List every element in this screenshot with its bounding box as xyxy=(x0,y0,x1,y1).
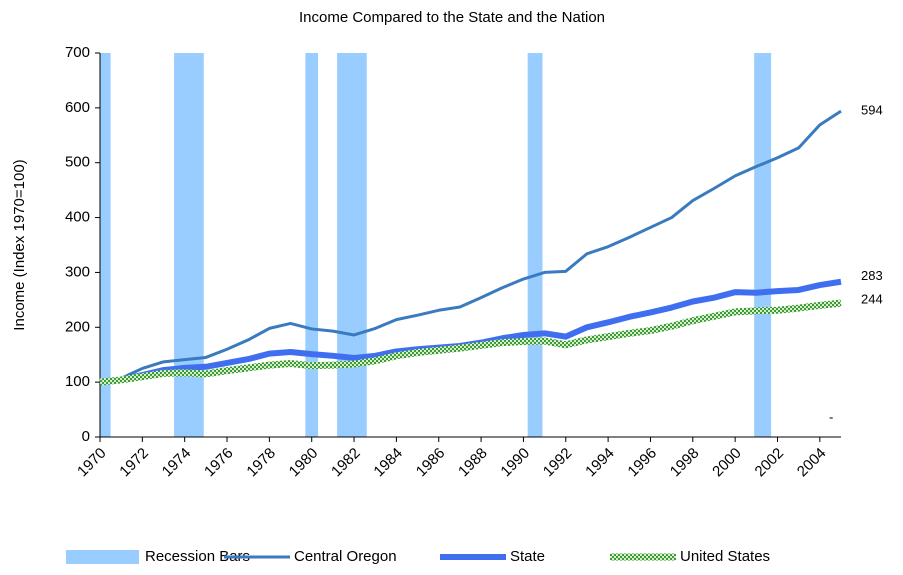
y-axis-label: Income (Index 1970=100) xyxy=(11,159,28,330)
recession-bar xyxy=(337,53,367,437)
x-tick-label: 2000 xyxy=(709,445,745,481)
line-1 xyxy=(99,278,842,386)
x-tick-label: 1970 xyxy=(74,445,110,481)
x-tick-label: 1986 xyxy=(413,445,449,481)
x-tick-label: 1984 xyxy=(370,445,406,481)
recession-bar xyxy=(754,53,772,437)
line-0 xyxy=(99,109,842,384)
x-tick-label: 1988 xyxy=(455,445,491,481)
recession-bar xyxy=(305,53,319,437)
x-tick-label: 1998 xyxy=(667,445,703,481)
x-tick-label: 1980 xyxy=(286,445,322,481)
end-label: 594 xyxy=(861,103,883,118)
y-tick-label: 200 xyxy=(65,318,90,335)
line-2 xyxy=(99,299,842,386)
y-tick-label: 100 xyxy=(65,373,90,390)
recession-bar xyxy=(527,53,543,437)
y-tick-label: 400 xyxy=(65,209,90,226)
x-tick-label: 1972 xyxy=(116,445,152,481)
x-tick-label: 1978 xyxy=(243,445,279,481)
x-tick-label: 1990 xyxy=(497,445,533,481)
legend-label: Recession Bars xyxy=(145,548,250,565)
y-tick-label: 600 xyxy=(65,99,90,116)
chart-title: Income Compared to the State and the Nat… xyxy=(299,9,605,26)
y-tick-label: 700 xyxy=(65,44,90,61)
x-tick-label: 1996 xyxy=(624,445,660,481)
y-tick-label: 300 xyxy=(65,263,90,280)
recession-bar xyxy=(100,53,111,437)
legend-label: State xyxy=(510,548,545,565)
x-tick-label: 1976 xyxy=(201,445,237,481)
recession-bar xyxy=(174,53,204,437)
legend-label: Central Oregon xyxy=(294,548,397,565)
x-tick-label: 2004 xyxy=(794,445,830,481)
x-tick-label: 1994 xyxy=(582,445,618,481)
legend-label: United States xyxy=(680,548,770,565)
end-label: 283 xyxy=(861,268,883,283)
x-tick-label: 1982 xyxy=(328,445,364,481)
legend-swatch xyxy=(66,550,139,564)
x-tick-label: 1992 xyxy=(540,445,576,481)
annotation: - xyxy=(829,409,833,424)
y-tick-label: 0 xyxy=(82,428,90,445)
y-tick-label: 500 xyxy=(65,154,90,171)
end-label: 244 xyxy=(861,292,883,307)
x-tick-label: 1974 xyxy=(159,445,195,481)
x-tick-label: 2002 xyxy=(752,445,788,481)
